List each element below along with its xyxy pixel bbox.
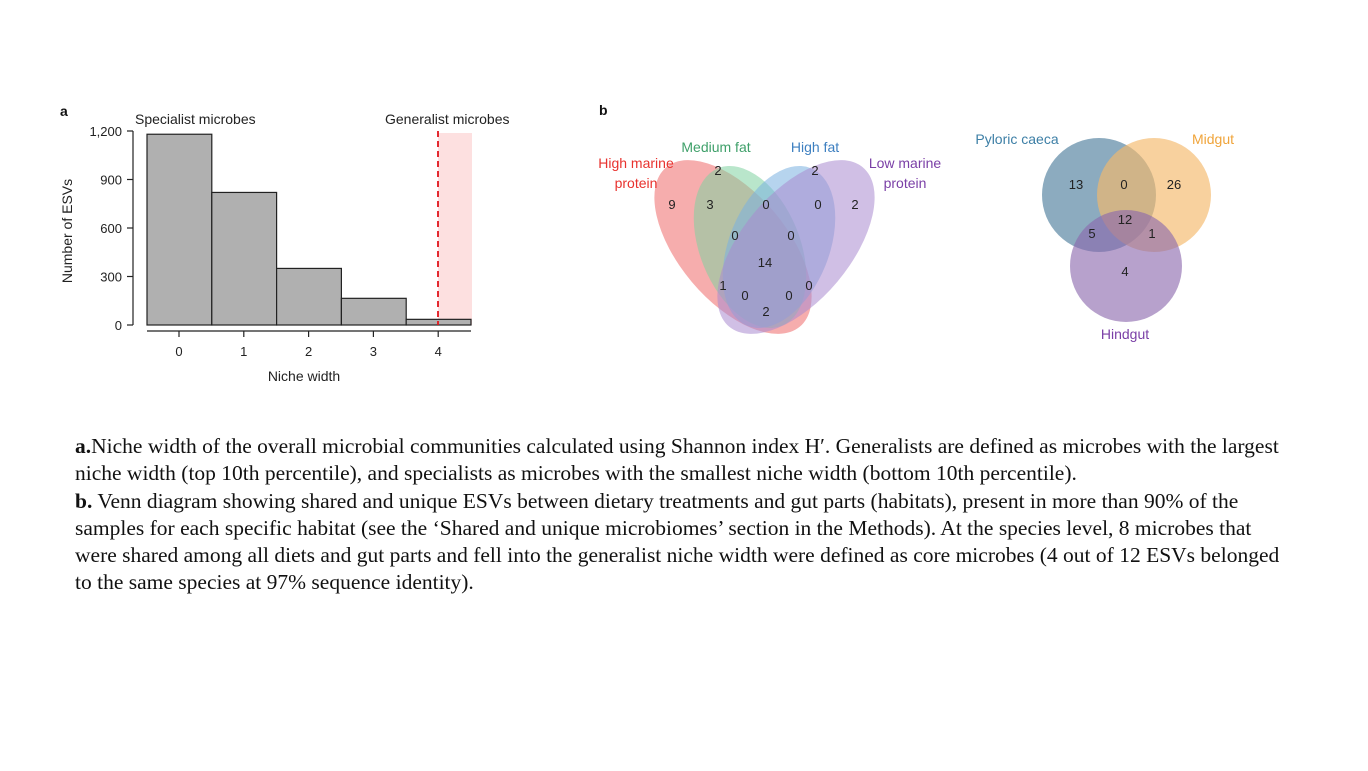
x-tick-label: 2 bbox=[305, 344, 312, 359]
count-all-four: 14 bbox=[758, 255, 772, 270]
label-low-marine-protein: Low marine protein bbox=[869, 155, 942, 191]
gut-venn: Pyloric caeca Midgut Hindgut 13 0 26 12 … bbox=[975, 131, 1234, 342]
label-high-marine-protein: High marine protein bbox=[598, 155, 674, 191]
bar-2 bbox=[276, 267, 343, 326]
panel-b-label: b bbox=[599, 102, 608, 118]
generalist-label: Generalist microbes bbox=[385, 111, 510, 127]
count-mf-hf: 0 bbox=[762, 197, 769, 212]
x-ticks: 0 1 2 3 4 bbox=[175, 331, 442, 359]
x-axis-label: Niche width bbox=[268, 368, 340, 384]
count-hmp-mf-hf: 0 bbox=[731, 228, 738, 243]
bar-1 bbox=[211, 191, 278, 326]
count-lmp-hf: 0 bbox=[805, 278, 812, 293]
caption-b-label: b. bbox=[75, 488, 93, 513]
count-hmp-mf-lmp: 0 bbox=[741, 288, 748, 303]
count-hmp-mf: 3 bbox=[706, 197, 713, 212]
caption-b-text: Venn diagram showing shared and unique E… bbox=[75, 488, 1280, 595]
label-medium-fat: Medium fat bbox=[681, 139, 750, 155]
count-hmp-lmp: 1 bbox=[719, 278, 726, 293]
x-tick-label: 1 bbox=[240, 344, 247, 359]
count-only-midgut: 26 bbox=[1167, 177, 1181, 192]
bar-0 bbox=[146, 133, 213, 326]
caption-a-text: Niche width of the overall microbial com… bbox=[75, 434, 1279, 486]
panel-a-label: a bbox=[60, 103, 68, 119]
caption-a-label: a. bbox=[75, 434, 92, 458]
panel-b: b High marine protein Medium fat High fat… bbox=[598, 102, 1234, 342]
generalist-zone bbox=[438, 133, 472, 325]
count-only-low-marine-protein: 2 bbox=[851, 197, 858, 212]
specialist-label: Specialist microbes bbox=[135, 111, 256, 127]
figure-caption: a.Niche width of the overall microbial c… bbox=[75, 433, 1290, 597]
count-hmp-hf: 2 bbox=[762, 304, 769, 319]
label-hindgut: Hindgut bbox=[1101, 326, 1149, 342]
count-mg-hg: 1 bbox=[1148, 226, 1155, 241]
panel-a: a Specialist microbes Generalist microbe… bbox=[59, 103, 510, 384]
count-pc-hg: 5 bbox=[1088, 226, 1095, 241]
label-midgut: Midgut bbox=[1192, 131, 1234, 147]
y-tick-label: 900 bbox=[100, 173, 122, 188]
y-tick-label: 0 bbox=[115, 318, 122, 333]
label-pyloric-caeca: Pyloric caeca bbox=[975, 131, 1058, 147]
venn-set-hindgut bbox=[1070, 210, 1182, 322]
count-only-pyloric-caeca: 13 bbox=[1069, 177, 1083, 192]
figure: a Specialist microbes Generalist microbe… bbox=[59, 102, 1234, 384]
count-mf-hf-lmp: 0 bbox=[787, 228, 794, 243]
count-only-medium-fat: 2 bbox=[714, 163, 721, 178]
count-hmp-hf-lmp: 0 bbox=[785, 288, 792, 303]
count-only-hindgut: 4 bbox=[1121, 264, 1128, 279]
caption-a: a.Niche width of the overall microbial c… bbox=[75, 433, 1290, 488]
y-tick-label: 1,200 bbox=[89, 124, 122, 139]
label-high-fat: High fat bbox=[791, 139, 839, 155]
count-all-three: 12 bbox=[1118, 212, 1132, 227]
y-axis-label: Number of ESVs bbox=[59, 179, 75, 283]
diet-venn: High marine protein Medium fat High fat L… bbox=[598, 139, 942, 334]
caption-b: b. Venn diagram showing shared and uniqu… bbox=[75, 488, 1290, 597]
y-ticks: 0 300 600 900 1,200 bbox=[89, 124, 133, 333]
y-tick-label: 300 bbox=[100, 270, 122, 285]
x-tick-label: 3 bbox=[370, 344, 377, 359]
count-hf-lmp: 0 bbox=[814, 197, 821, 212]
venn-set-low-marine-protein bbox=[717, 160, 875, 334]
x-tick-label: 0 bbox=[175, 344, 182, 359]
x-tick-label: 4 bbox=[435, 344, 442, 359]
bar-3 bbox=[340, 297, 407, 326]
count-pc-mg: 0 bbox=[1120, 177, 1127, 192]
y-tick-label: 600 bbox=[100, 221, 122, 236]
histogram-bars bbox=[146, 133, 472, 326]
count-only-high-fat: 2 bbox=[811, 163, 818, 178]
count-only-high-marine-protein: 9 bbox=[668, 197, 675, 212]
